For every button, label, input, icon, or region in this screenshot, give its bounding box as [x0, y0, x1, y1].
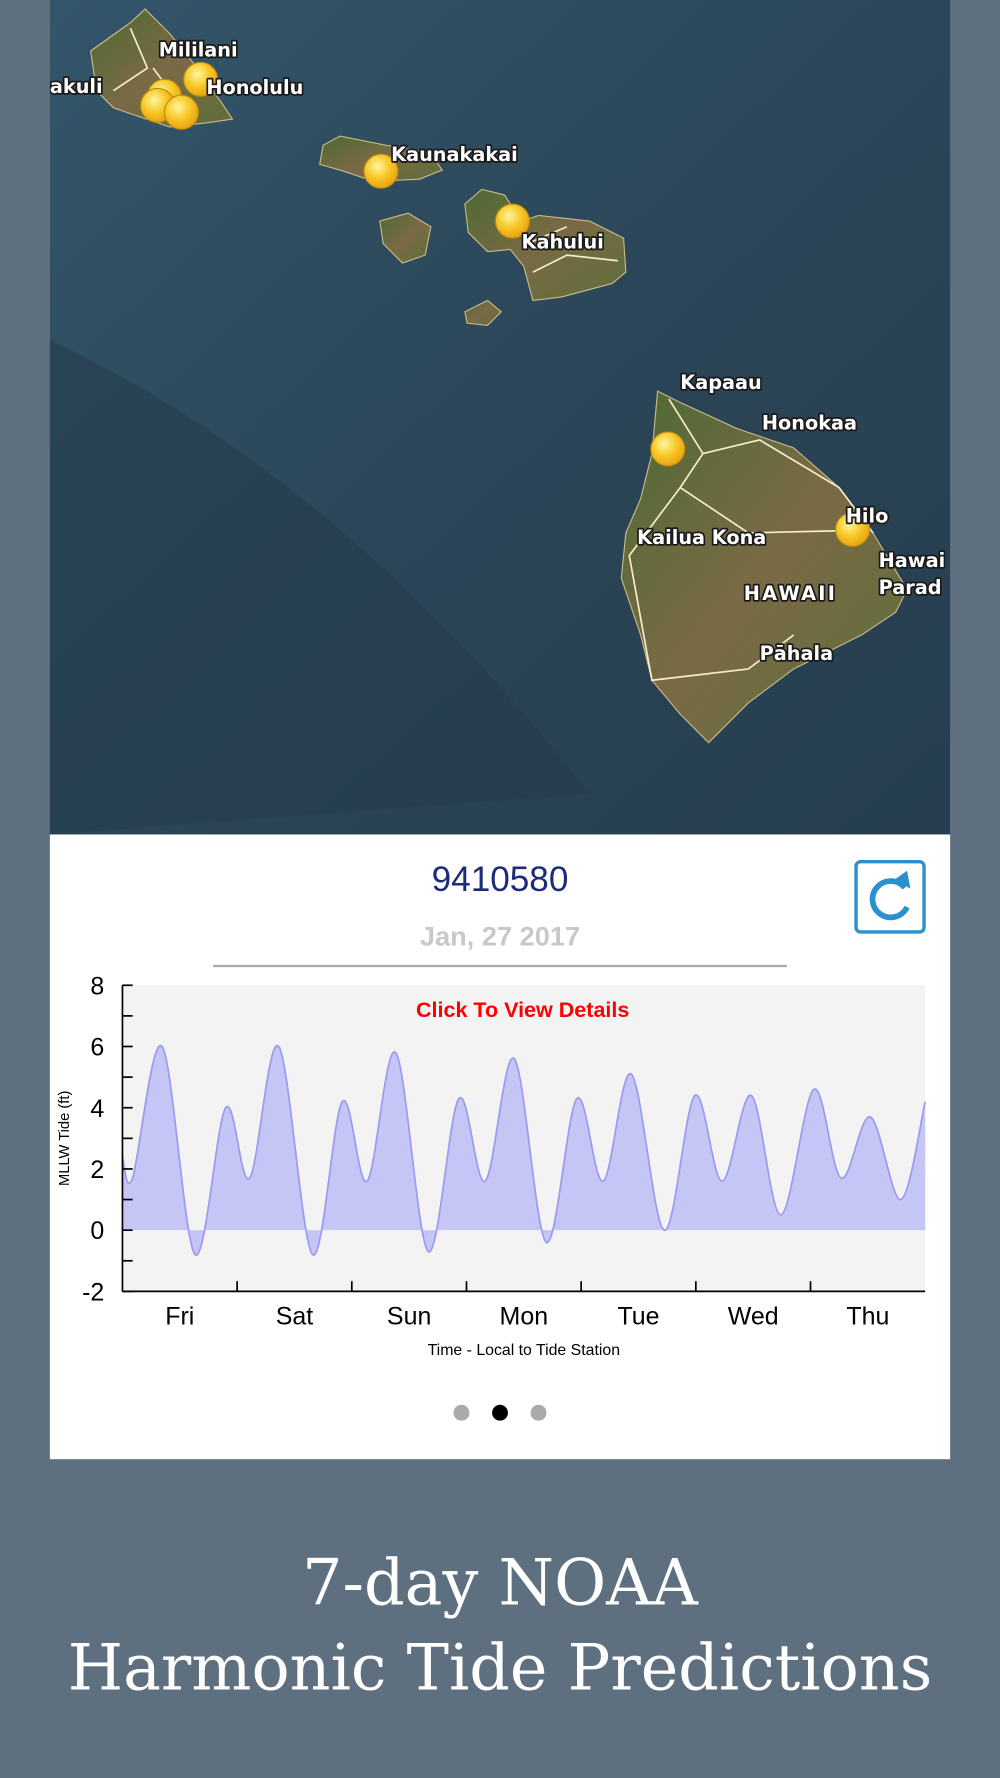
place-label: Kahului [522, 230, 604, 253]
y-tick-label: -2 [82, 1278, 104, 1306]
y-tick-label: 2 [90, 1156, 104, 1184]
place-label: HAWAII [744, 582, 837, 605]
caption-line: Harmonic Tide Predictions [68, 1630, 933, 1704]
tide-line [121, 1045, 927, 1256]
islands [90, 8, 908, 744]
x-category-label: Thu [846, 1302, 889, 1330]
page-dot-active[interactable] [492, 1404, 508, 1421]
place-label: Parad [879, 576, 942, 599]
station-date: Jan, 27 2017 [420, 921, 580, 952]
refresh-button[interactable] [854, 859, 926, 934]
seafloor [49, 340, 590, 835]
content: akuli Mililani Honolulu Kaunakakai Kahului Ka… [49, 0, 951, 1704]
x-category-label: Tue [617, 1302, 659, 1330]
place-label: Kapaau [680, 371, 761, 394]
place-label: Honolulu [206, 76, 303, 99]
annotation: Click To View Details [416, 998, 629, 1022]
page-dot[interactable] [530, 1404, 547, 1421]
station-id: 9410580 [432, 860, 569, 899]
y-axis-label: MLLW Tide (ft) [57, 1091, 73, 1186]
tide-area [122, 1045, 926, 1256]
station-pins[interactable] [140, 61, 871, 548]
x-category-label: Mon [500, 1302, 549, 1330]
x-category-label: Wed [728, 1302, 779, 1330]
tide-chart[interactable]: -2 0 2 4 6 8 Fri Sat Sun Mon Tue Wed Thu Time - Local… [57, 972, 927, 1359]
y-tick-label: 8 [90, 972, 104, 1000]
y-tick-label: 0 [90, 1217, 104, 1245]
place-label: Honokaa [762, 412, 857, 435]
place-label: Pāhala [760, 642, 833, 665]
x-category-label: Sun [387, 1302, 431, 1330]
place-label: Hawai [879, 549, 946, 572]
place-label: Hilo [846, 505, 889, 528]
place-label: Mililani [159, 39, 238, 62]
x-category-label: Sat [276, 1302, 314, 1330]
caption-line: 7-day NOAA [302, 1545, 699, 1619]
map[interactable]: akuli Mililani Honolulu Kaunakakai Kahului Ka… [49, 0, 951, 835]
place-label: Kailua Kona [637, 526, 766, 549]
y-tick-label: 6 [90, 1034, 104, 1062]
roads [112, 28, 874, 682]
place-label: akuli [50, 75, 103, 98]
pager [453, 1404, 547, 1421]
place-label: Kaunakakai [391, 143, 518, 166]
x-category-label: Fri [165, 1302, 194, 1330]
x-axis-label: Time - Local to Tide Station [428, 1342, 620, 1359]
page-dot[interactable] [453, 1404, 470, 1421]
y-tick-label: 4 [90, 1095, 104, 1123]
